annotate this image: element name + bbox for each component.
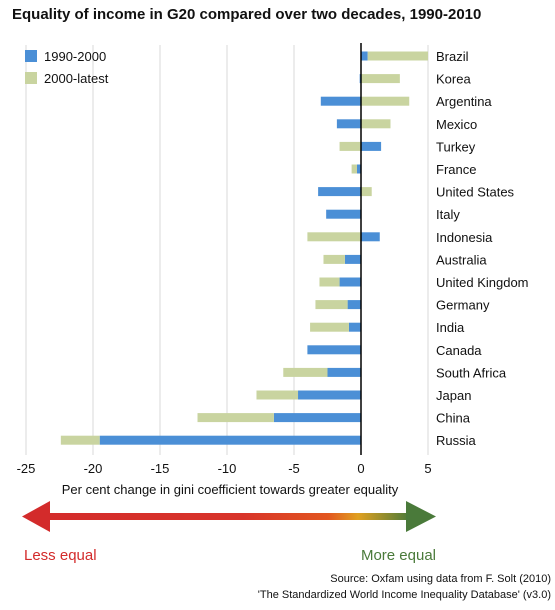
- legend-label: 1990-2000: [44, 49, 106, 64]
- bar-1990-2000: [356, 164, 361, 174]
- bar-2000-latest: [361, 119, 391, 129]
- category-label: Brazil: [436, 49, 469, 64]
- bar-2000-latest: [197, 413, 274, 423]
- x-tick-label: -10: [218, 461, 237, 476]
- category-label: France: [436, 162, 476, 177]
- x-tick-label: -20: [84, 461, 103, 476]
- category-label: China: [436, 411, 471, 426]
- x-axis-label: Per cent change in gini coefficient towa…: [62, 482, 399, 497]
- x-tick-label: -25: [17, 461, 36, 476]
- x-tick-label: 0: [357, 461, 364, 476]
- category-label: United States: [436, 185, 515, 200]
- bar-1990-2000: [348, 322, 361, 332]
- bar-2000-latest: [351, 164, 357, 174]
- category-labels: Brazil Korea Argentina Mexico Turkey France Un…: [436, 49, 529, 448]
- bar-1990-2000: [347, 300, 361, 310]
- bar-1990-2000: [339, 277, 361, 287]
- bar-2000-latest: [315, 300, 348, 310]
- bar-2000-latest: [307, 232, 361, 242]
- bar-1990-2000: [318, 187, 361, 197]
- bar-2000-latest: [319, 277, 340, 287]
- x-tick-label: 5: [424, 461, 431, 476]
- bar-2000-latest: [361, 187, 372, 197]
- category-label: Germany: [436, 298, 490, 313]
- bar-1990-2000: [99, 435, 361, 445]
- bar-1990-2000: [326, 209, 361, 219]
- bar-2000-latest: [367, 51, 428, 61]
- bar-1990-2000: [336, 119, 361, 129]
- x-tick-label: -5: [288, 461, 300, 476]
- bar-2000-latest: [283, 367, 328, 377]
- bar-2000-latest: [256, 390, 299, 400]
- legend-swatch: [25, 50, 37, 62]
- bar-1990-2000: [344, 254, 361, 264]
- bar-2000-latest: [361, 74, 400, 84]
- legend-swatch: [25, 72, 37, 84]
- chart-title: Equality of income in G20 compared over …: [12, 6, 482, 23]
- category-label: Canada: [436, 343, 482, 358]
- bar-1990-2000: [298, 390, 361, 400]
- category-label: Turkey: [436, 139, 476, 154]
- arrow-head-right: [406, 501, 436, 532]
- bars: [60, 51, 428, 445]
- less-equal-label: Less equal: [24, 547, 97, 564]
- bar-1990-2000: [307, 345, 361, 355]
- legend-label: 2000-latest: [44, 71, 109, 86]
- bar-1990-2000: [361, 232, 380, 242]
- category-label: Korea: [436, 72, 471, 87]
- category-label: United Kingdom: [436, 275, 529, 290]
- category-label: Argentina: [436, 94, 492, 109]
- grid-lines: [25, 45, 429, 455]
- category-label: Australia: [436, 252, 487, 267]
- category-label: India: [436, 320, 465, 335]
- bar-1990-2000: [320, 96, 361, 106]
- bar-1990-2000: [361, 141, 382, 151]
- source-note: Source: Oxfam using data from F. Solt (2…: [258, 571, 551, 603]
- category-label: Russia: [436, 433, 477, 448]
- category-label: Indonesia: [436, 230, 493, 245]
- category-label: Italy: [436, 207, 460, 222]
- bar-2000-latest: [361, 96, 410, 106]
- x-axis: -25 -20 -15 -10 -5 0 5: [17, 43, 432, 476]
- bar-2000-latest: [323, 254, 345, 264]
- bar-1990-2000: [361, 51, 368, 61]
- bar-2000-latest: [60, 435, 100, 445]
- category-label: Japan: [436, 388, 471, 403]
- x-tick-label: -15: [151, 461, 170, 476]
- legend: 1990-2000 2000-latest: [25, 49, 109, 86]
- source-line: Source: Oxfam using data from F. Solt (2…: [330, 573, 551, 585]
- more-equal-label: More equal: [361, 547, 436, 564]
- arrow-head-left: [22, 501, 50, 532]
- source-line: 'The Standardized World Income Inequalit…: [257, 589, 551, 601]
- equality-arrow: [22, 501, 436, 532]
- bar-2000-latest: [310, 322, 349, 332]
- bar-1990-2000: [327, 367, 361, 377]
- category-label: South Africa: [436, 365, 507, 380]
- category-label: Mexico: [436, 117, 477, 132]
- bar-1990-2000: [273, 413, 361, 423]
- bar-2000-latest: [339, 141, 361, 151]
